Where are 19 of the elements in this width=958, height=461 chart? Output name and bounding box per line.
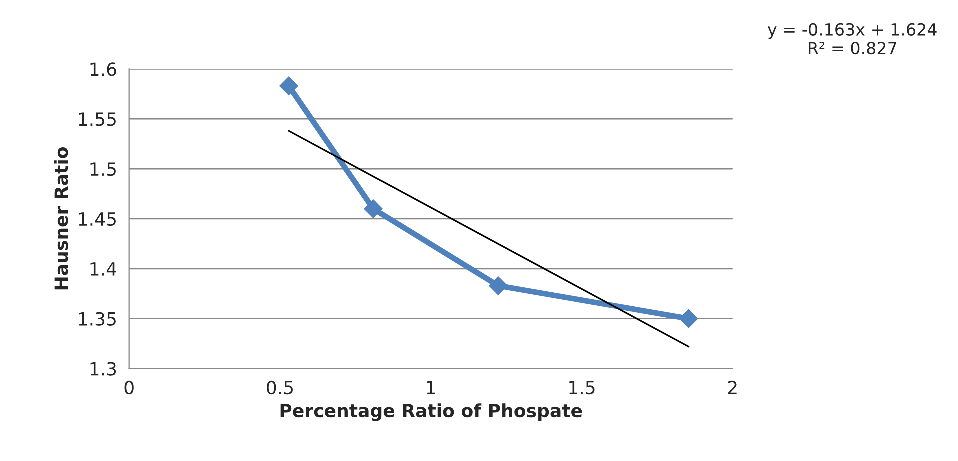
x-tick-label: 1.5 [570,381,595,395]
text: y = -0.163x + 1.624 R² = 0.827 [768,23,937,55]
y-tick-label: 1.45 [79,212,116,226]
y-tick-label: 1.3 [90,362,116,376]
point [280,76,298,96]
y-tick-label: 1.6 [90,62,116,76]
y-tick-label: 1.35 [79,312,116,326]
y-tick-label: 1.55 [79,112,116,126]
x-axis-title: Percentage Ratio of Phospate [280,404,582,422]
y-axis-title: Hausner Ratio [54,148,68,290]
y-tick-label: 1.4 [90,262,117,276]
x-tick-label: 1 [427,381,436,394]
point [679,310,698,328]
x-tick-label: 0.5 [267,380,293,395]
x-tick-label: 0 [124,380,134,395]
point [489,276,508,296]
point [364,200,383,218]
x-tick-label: 2 [728,380,737,394]
y-tick-label: 1.5 [90,162,116,176]
